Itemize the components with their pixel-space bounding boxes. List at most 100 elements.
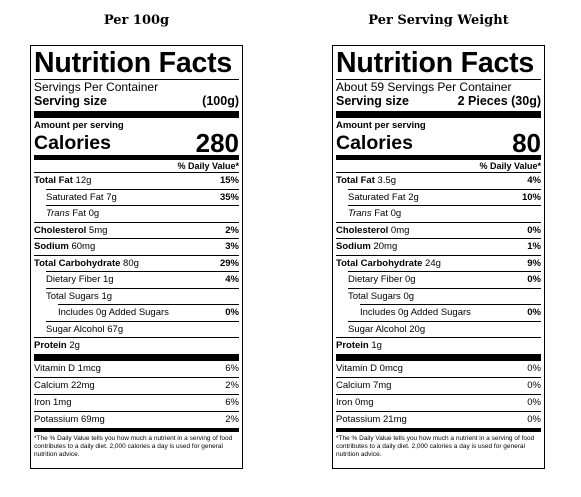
nutrient-label: Dietary Fiber <box>348 274 403 285</box>
nutrient-label: Trans <box>348 208 372 219</box>
nutrient-row-total-sugars: Total Sugars 0g <box>348 287 541 305</box>
vitamin-row-iron: Iron 1mg 6% <box>34 393 239 411</box>
calories-row: Calories 80 <box>336 128 541 158</box>
nutrient-amount: 2g <box>408 191 419 203</box>
vitamin-label: Potassium <box>34 413 79 425</box>
thick-divider <box>34 353 239 361</box>
nutrient-label: Cholesterol <box>34 224 87 236</box>
thick-divider <box>34 111 239 118</box>
nutrient-row-dietary-fiber: Dietary Fiber 1g 4% <box>46 271 239 288</box>
nutrient-dv: 0% <box>527 224 541 236</box>
vitamin-row-potassium: Potassium 69mg 2% <box>34 410 239 428</box>
nutrient-row-added-sugars: Includes 0g Added Sugars 0% <box>58 304 239 321</box>
nutrient-label: Saturated Fat <box>348 191 406 203</box>
nutrient-dv: 9% <box>527 257 541 269</box>
vitamin-dv: 2% <box>225 413 239 425</box>
calories-value: 280 <box>195 128 239 158</box>
nutrient-amount: 2g <box>69 340 80 351</box>
nutrient-amount: 5mg <box>88 224 108 236</box>
nutrient-amount: 3.5g <box>377 175 397 186</box>
nutrient-label: Total Carbohydrate <box>34 257 121 269</box>
nutrient-label: Trans <box>46 208 70 219</box>
serving-size-label: Serving size <box>336 94 409 108</box>
nutrient-amount: 12g <box>75 175 92 186</box>
serving-size-label: Serving size <box>34 94 107 108</box>
nutrient-label: Saturated Fat <box>46 191 104 203</box>
nutrient-amount: 67g <box>107 323 124 335</box>
nutrient-label: Total Carbohydrate <box>336 257 423 269</box>
nutrient-dv: 2% <box>225 224 239 236</box>
nutrient-label: Total Fat <box>336 175 375 186</box>
vitamin-label: Calcium <box>34 379 69 391</box>
nutrient-dv: 1% <box>527 241 541 252</box>
nutrient-amount: 7g <box>106 191 117 203</box>
nutrient-row-cholesterol: Cholesterol 5mg 2% <box>34 221 239 239</box>
serving-size-row: Serving size 2 Pieces (30g) <box>336 94 541 109</box>
nutrient-row-saturated-fat: Saturated Fat 2g 10% <box>348 188 541 206</box>
nutrient-amount: 24g <box>425 257 441 269</box>
calories-label: Calories <box>34 132 111 154</box>
nutrient-amount: 60mg <box>71 241 96 252</box>
thick-divider <box>336 111 541 118</box>
nutrient-label: Sugar Alcohol <box>46 323 105 335</box>
calories-row: Calories 280 <box>34 128 239 158</box>
vitamin-label: Potassium <box>336 413 381 425</box>
nutrient-dv: 10% <box>521 191 541 203</box>
vitamin-row-calcium: Calcium 7mg 0% <box>336 376 541 394</box>
nutrient-dv: 0% <box>527 307 541 318</box>
vitamin-dv: 0% <box>527 379 541 391</box>
vitamin-amount: 0mcg <box>379 362 403 374</box>
nutrient-row-sodium: Sodium 60mg 3% <box>34 238 239 255</box>
vitamin-row-iron: Iron 0mg 0% <box>336 393 541 411</box>
vitamin-amount: 0mg <box>355 396 374 408</box>
nutrient-amount: 1g <box>101 290 113 302</box>
servings-per-container: Servings Per Container <box>34 79 239 94</box>
vitamin-label: Vitamin D <box>336 362 378 374</box>
nutrient-dv: 15% <box>219 175 239 186</box>
nutrition-label: Nutrition Facts About 59 Servings Per Co… <box>332 45 545 469</box>
nutrient-label: Cholesterol <box>336 224 389 236</box>
servings-per-container: About 59 Servings Per Container <box>336 79 541 94</box>
nutrient-amount: 0g <box>403 290 415 302</box>
nutrient-amount: Fat 0g <box>69 208 100 219</box>
nutrient-label: Sugar Alcohol <box>348 323 407 335</box>
footnote: *The % Daily Value tells you how much a … <box>336 427 541 459</box>
vitamin-amount: 1mcg <box>77 362 101 374</box>
nutrient-amount: 1g <box>371 340 382 351</box>
nutrient-amount: Fat 0g <box>371 208 402 219</box>
nutrient-label: Dietary Fiber <box>46 274 101 285</box>
nutrient-row-saturated-fat: Saturated Fat 7g 35% <box>46 188 239 206</box>
nutrient-row-total-carbohydrate: Total Carbohydrate 24g 9% <box>336 254 541 272</box>
nutrient-amount: 0mg <box>390 224 410 236</box>
vitamin-dv: 6% <box>225 396 239 408</box>
medium-divider <box>336 155 541 159</box>
nutrient-label: Total Fat <box>34 175 73 186</box>
nutrition-label: Nutrition Facts Servings Per Container S… <box>30 45 243 469</box>
calories-value: 80 <box>512 128 541 158</box>
vitamin-label: Iron <box>34 396 51 408</box>
nutrient-dv: 0% <box>225 307 239 318</box>
amount-per-serving: Amount per serving <box>336 120 426 131</box>
nutrient-row-sugar-alcohol: Sugar Alcohol 67g <box>46 320 239 338</box>
nutrient-dv: 29% <box>219 257 239 269</box>
vitamin-dv: 6% <box>225 362 239 374</box>
vitamin-label: Calcium <box>336 379 371 391</box>
nutrient-label: Sodium <box>336 241 371 252</box>
nutrient-amount: 20g <box>409 323 426 335</box>
vitamin-row-potassium: Potassium 21mg 0% <box>336 410 541 428</box>
panel-per-100g: Per 100g Nutrition Facts Servings Per Co… <box>30 0 243 469</box>
panel-heading: Per 100g <box>103 13 170 28</box>
nutrient-row-sodium: Sodium 20mg 1% <box>336 238 541 255</box>
nutrient-dv: 3% <box>225 241 239 252</box>
nutrient-amount: 0g <box>405 274 416 285</box>
vitamin-amount: 21mg <box>383 413 407 425</box>
vitamin-row-calcium: Calcium 22mg 2% <box>34 376 239 394</box>
vitamin-amount: 1mg <box>53 396 72 408</box>
vitamin-amount: 69mg <box>81 413 105 425</box>
thick-divider <box>336 353 541 361</box>
vitamin-row-vitamin-d: Vitamin D 0mcg 0% <box>336 361 541 377</box>
nutrient-row-dietary-fiber: Dietary Fiber 0g 0% <box>348 271 541 288</box>
nutrient-row-trans-fat: Trans Fat 0g <box>348 205 541 222</box>
nutrient-row-total-carbohydrate: Total Carbohydrate 80g 29% <box>34 254 239 272</box>
serving-size-row: Serving size (100g) <box>34 94 239 109</box>
